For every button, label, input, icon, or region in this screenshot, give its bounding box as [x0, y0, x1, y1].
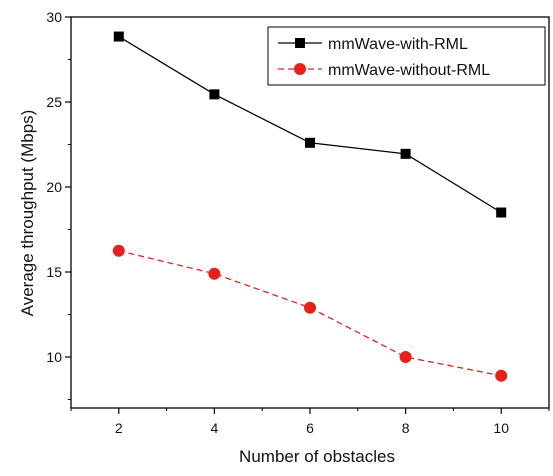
series-layer	[112, 31, 508, 382]
data-point	[304, 301, 316, 314]
x-axis-label: Number of obstacles	[239, 447, 395, 466]
x-tick-label: 6	[306, 420, 314, 436]
legend: mmWave-with-RML mmWave-without-RML	[267, 26, 546, 86]
series-mmWave-without-RML	[112, 244, 508, 382]
x-tick-label: 4	[211, 420, 219, 436]
legend-label: mmWave-without-RML	[328, 62, 490, 79]
y-tick-label: 20	[46, 179, 62, 195]
y-tick-label: 10	[46, 349, 62, 365]
data-point	[305, 137, 315, 148]
data-point	[496, 207, 507, 218]
y-tick-label: 25	[46, 94, 62, 110]
legend-label: mmWave-with-RML	[328, 36, 468, 53]
data-point	[399, 351, 412, 363]
x-tick-label: 10	[493, 420, 509, 436]
x-tick-label: 8	[402, 420, 410, 436]
y-tick-label: 15	[46, 264, 62, 280]
x-tick-label: 2	[115, 420, 123, 436]
axes: 2 4 6 8 10 10 15 20 25 30	[46, 9, 550, 436]
data-point	[400, 148, 411, 159]
series-mmWave-with-RML	[113, 31, 507, 218]
y-axis-label: Average throughput (Mbps)	[18, 110, 37, 317]
data-point	[112, 244, 125, 257]
data-point	[208, 267, 221, 280]
legend-marker	[294, 63, 306, 75]
series-line	[118, 250, 502, 377]
legend-box	[267, 26, 546, 86]
legend-marker	[295, 38, 305, 48]
y-tick-label: 30	[46, 9, 62, 25]
data-point	[209, 89, 220, 100]
data-point	[495, 369, 508, 382]
data-point	[113, 31, 124, 42]
